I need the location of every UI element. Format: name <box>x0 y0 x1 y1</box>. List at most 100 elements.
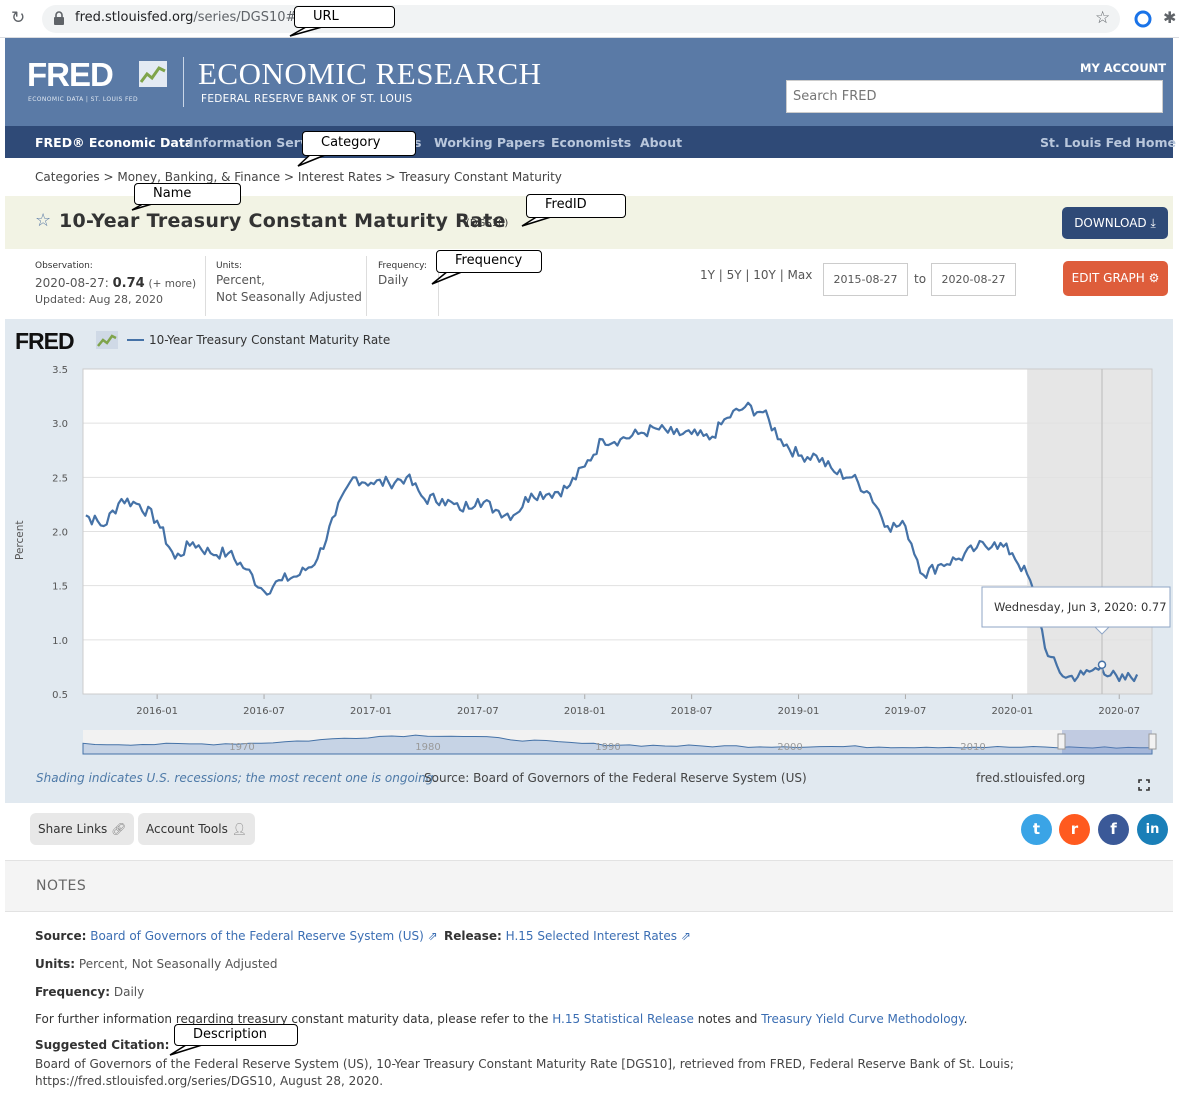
tooltip-marker <box>1097 660 1107 669</box>
edit-graph-button[interactable]: EDIT GRAPH ⚙ <box>1063 261 1168 296</box>
x-tick-label: 2018-07 <box>671 706 713 717</box>
notes-frequency-label: Frequency: <box>35 985 111 999</box>
nav-working-papers[interactable]: Working Papers <box>434 135 546 150</box>
gear-icon: ⚙ <box>1148 271 1160 285</box>
citation-label: Suggested Citation: <box>35 1038 169 1052</box>
date-to-input[interactable]: 2020-08-27 <box>931 263 1016 296</box>
external-link-icon: ⇗ <box>680 929 691 943</box>
navigator-year-label: 1990 <box>595 742 620 753</box>
meta-divider <box>205 256 206 316</box>
recession-shading-note: Shading indicates U.S. recessions; the m… <box>36 771 438 785</box>
description-callout-tail <box>169 1044 203 1056</box>
plot-border <box>82 368 1153 695</box>
yield-curve-methodology-link[interactable]: Treasury Yield Curve Methodology <box>761 1012 964 1026</box>
url-callout: URL <box>294 6 395 28</box>
share-links-label: Share Links <box>38 822 108 836</box>
y-tick-label: 1.5 <box>52 582 68 593</box>
navigator-series <box>82 734 1153 755</box>
notes-units-value: Percent, Not Seasonally Adjusted <box>78 957 278 971</box>
reload-icon[interactable]: ↻ <box>11 8 26 28</box>
nav-information-services[interactable]: Information Serv <box>189 135 309 150</box>
download-icon: ⤓ <box>1150 216 1156 230</box>
nav-st-louis-fed-home[interactable]: St. Louis Fed Home <box>1040 135 1176 150</box>
twitter-icon[interactable]: t <box>1021 814 1052 845</box>
units-value-1: Percent, <box>216 273 265 287</box>
notes-release-label: Release: <box>444 929 502 943</box>
tooltip-text: Wednesday, Jun 3, 2020: 0.77 <box>994 600 1167 614</box>
series-title: 10-Year Treasury Constant Maturity Rate <box>59 210 506 232</box>
nav-about[interactable]: About <box>640 135 683 150</box>
date-from-input[interactable]: 2015-08-27 <box>823 263 908 296</box>
notes-release-link[interactable]: H.15 Selected Interest Rates <box>505 929 678 943</box>
url-text[interactable]: fred.stlouisfed.org/series/DGS10# <box>75 10 296 25</box>
meta-divider <box>438 256 439 316</box>
x-tick-label: 2016-07 <box>243 706 285 717</box>
notes-source-label: Source: <box>35 929 87 943</box>
download-button[interactable]: DOWNLOAD ⤓ <box>1062 207 1168 239</box>
url-path: /series/DGS10# <box>193 10 297 25</box>
y-tick-label: 2.5 <box>52 473 68 484</box>
navigator-year-label: 2000 <box>777 742 802 753</box>
account-tools-button[interactable]: Account Tools 👤︎ <box>138 813 255 845</box>
frequency-value: Daily <box>378 273 409 287</box>
navigator-year-label: 1980 <box>415 742 440 753</box>
link-icon: 🔗︎ <box>111 822 127 836</box>
economic-research-title[interactable]: ECONOMIC RESEARCH <box>198 56 542 91</box>
breadcrumb[interactable]: Categories > Money, Banking, & Finance >… <box>35 170 562 184</box>
tooltip-box <box>981 586 1171 628</box>
chart-plot[interactable]: 0.5 1.0 1.5 2.0 2.5 3.0 3.5 2016-01 2016-07 2017-… <box>0 360 1179 720</box>
meta-divider <box>366 256 367 316</box>
legend-swatch <box>127 339 144 341</box>
nav-publications-partial[interactable]: s <box>414 135 422 150</box>
lock-icon <box>54 11 64 25</box>
fred-logo-graph-icon <box>139 61 167 87</box>
y-tick-label: 3.5 <box>52 365 68 376</box>
chart-logo-graph-icon <box>96 331 118 349</box>
observation-more-link[interactable]: (+ more) <box>148 278 197 290</box>
x-tick-label: 2018-01 <box>564 706 606 717</box>
linkedin-icon[interactable]: in <box>1137 814 1168 845</box>
notes-frequency-row: Frequency: Daily <box>35 985 144 999</box>
fullscreen-icon[interactable] <box>1138 779 1150 791</box>
reddit-icon[interactable]: r <box>1059 814 1090 845</box>
series-id: (DGS10) <box>466 218 509 229</box>
navigator-handle-left <box>1057 733 1066 750</box>
header-divider <box>183 57 184 107</box>
search-input[interactable] <box>786 80 1163 113</box>
chart-navigator[interactable]: 1970 1980 1990 2000 2010 <box>0 728 1179 756</box>
chart-legend[interactable]: 10-Year Treasury Constant Maturity Rate <box>149 333 391 347</box>
nav-economists[interactable]: Economists <box>551 135 632 150</box>
bookmark-star-icon[interactable]: ☆ <box>1095 8 1111 28</box>
series-line <box>85 401 1139 683</box>
favorite-star-icon[interactable]: ☆ <box>35 210 52 231</box>
h15-release-link[interactable]: H.15 Statistical Release <box>552 1012 694 1026</box>
observation-date: 2020-08-27: <box>35 276 109 290</box>
my-account-link[interactable]: MY ACCOUNT <box>1080 61 1167 75</box>
frequency-label: Frequency: <box>378 261 427 271</box>
fred-logo[interactable]: FRED <box>27 56 114 93</box>
facebook-icon[interactable]: f <box>1098 814 1129 845</box>
extension-circle-icon[interactable] <box>1134 10 1152 28</box>
date-to-label: to <box>914 272 927 286</box>
notes-info-text: For further information regarding treasu… <box>35 1012 549 1026</box>
date-range-presets[interactable]: 1Y | 5Y | 10Y | Max <box>700 268 813 282</box>
address-bar[interactable] <box>42 5 1120 33</box>
x-tick-label: 2020-01 <box>991 706 1033 717</box>
x-tick-label: 2016-01 <box>136 706 178 717</box>
x-tick-label: 2017-01 <box>350 706 392 717</box>
chart-site: fred.stlouisfed.org <box>976 771 1086 785</box>
notes-source-link[interactable]: Board of Governors of the Federal Reserv… <box>90 929 424 943</box>
notes-info-row: For further information regarding treasu… <box>35 1012 967 1026</box>
citation-label-text: Suggested Citation: <box>35 1038 170 1052</box>
nav-fred-economic-data[interactable]: FRED® Economic Data <box>35 135 194 150</box>
observation-label: Observation: <box>35 261 93 271</box>
extensions-puzzle-icon[interactable]: ✱ <box>1163 8 1177 27</box>
frb-st-louis-title: FEDERAL RESERVE BANK OF ST. LOUIS <box>201 93 413 105</box>
updated-date: Updated: Aug 28, 2020 <box>35 293 163 306</box>
notes-info-end: . <box>963 1012 968 1026</box>
observation-value: 0.74 <box>112 276 145 291</box>
share-links-button[interactable]: Share Links 🔗︎ <box>30 813 135 845</box>
description-callout: Description <box>174 1024 298 1046</box>
chart-source: Source: Board of Governors of the Federa… <box>424 771 807 785</box>
